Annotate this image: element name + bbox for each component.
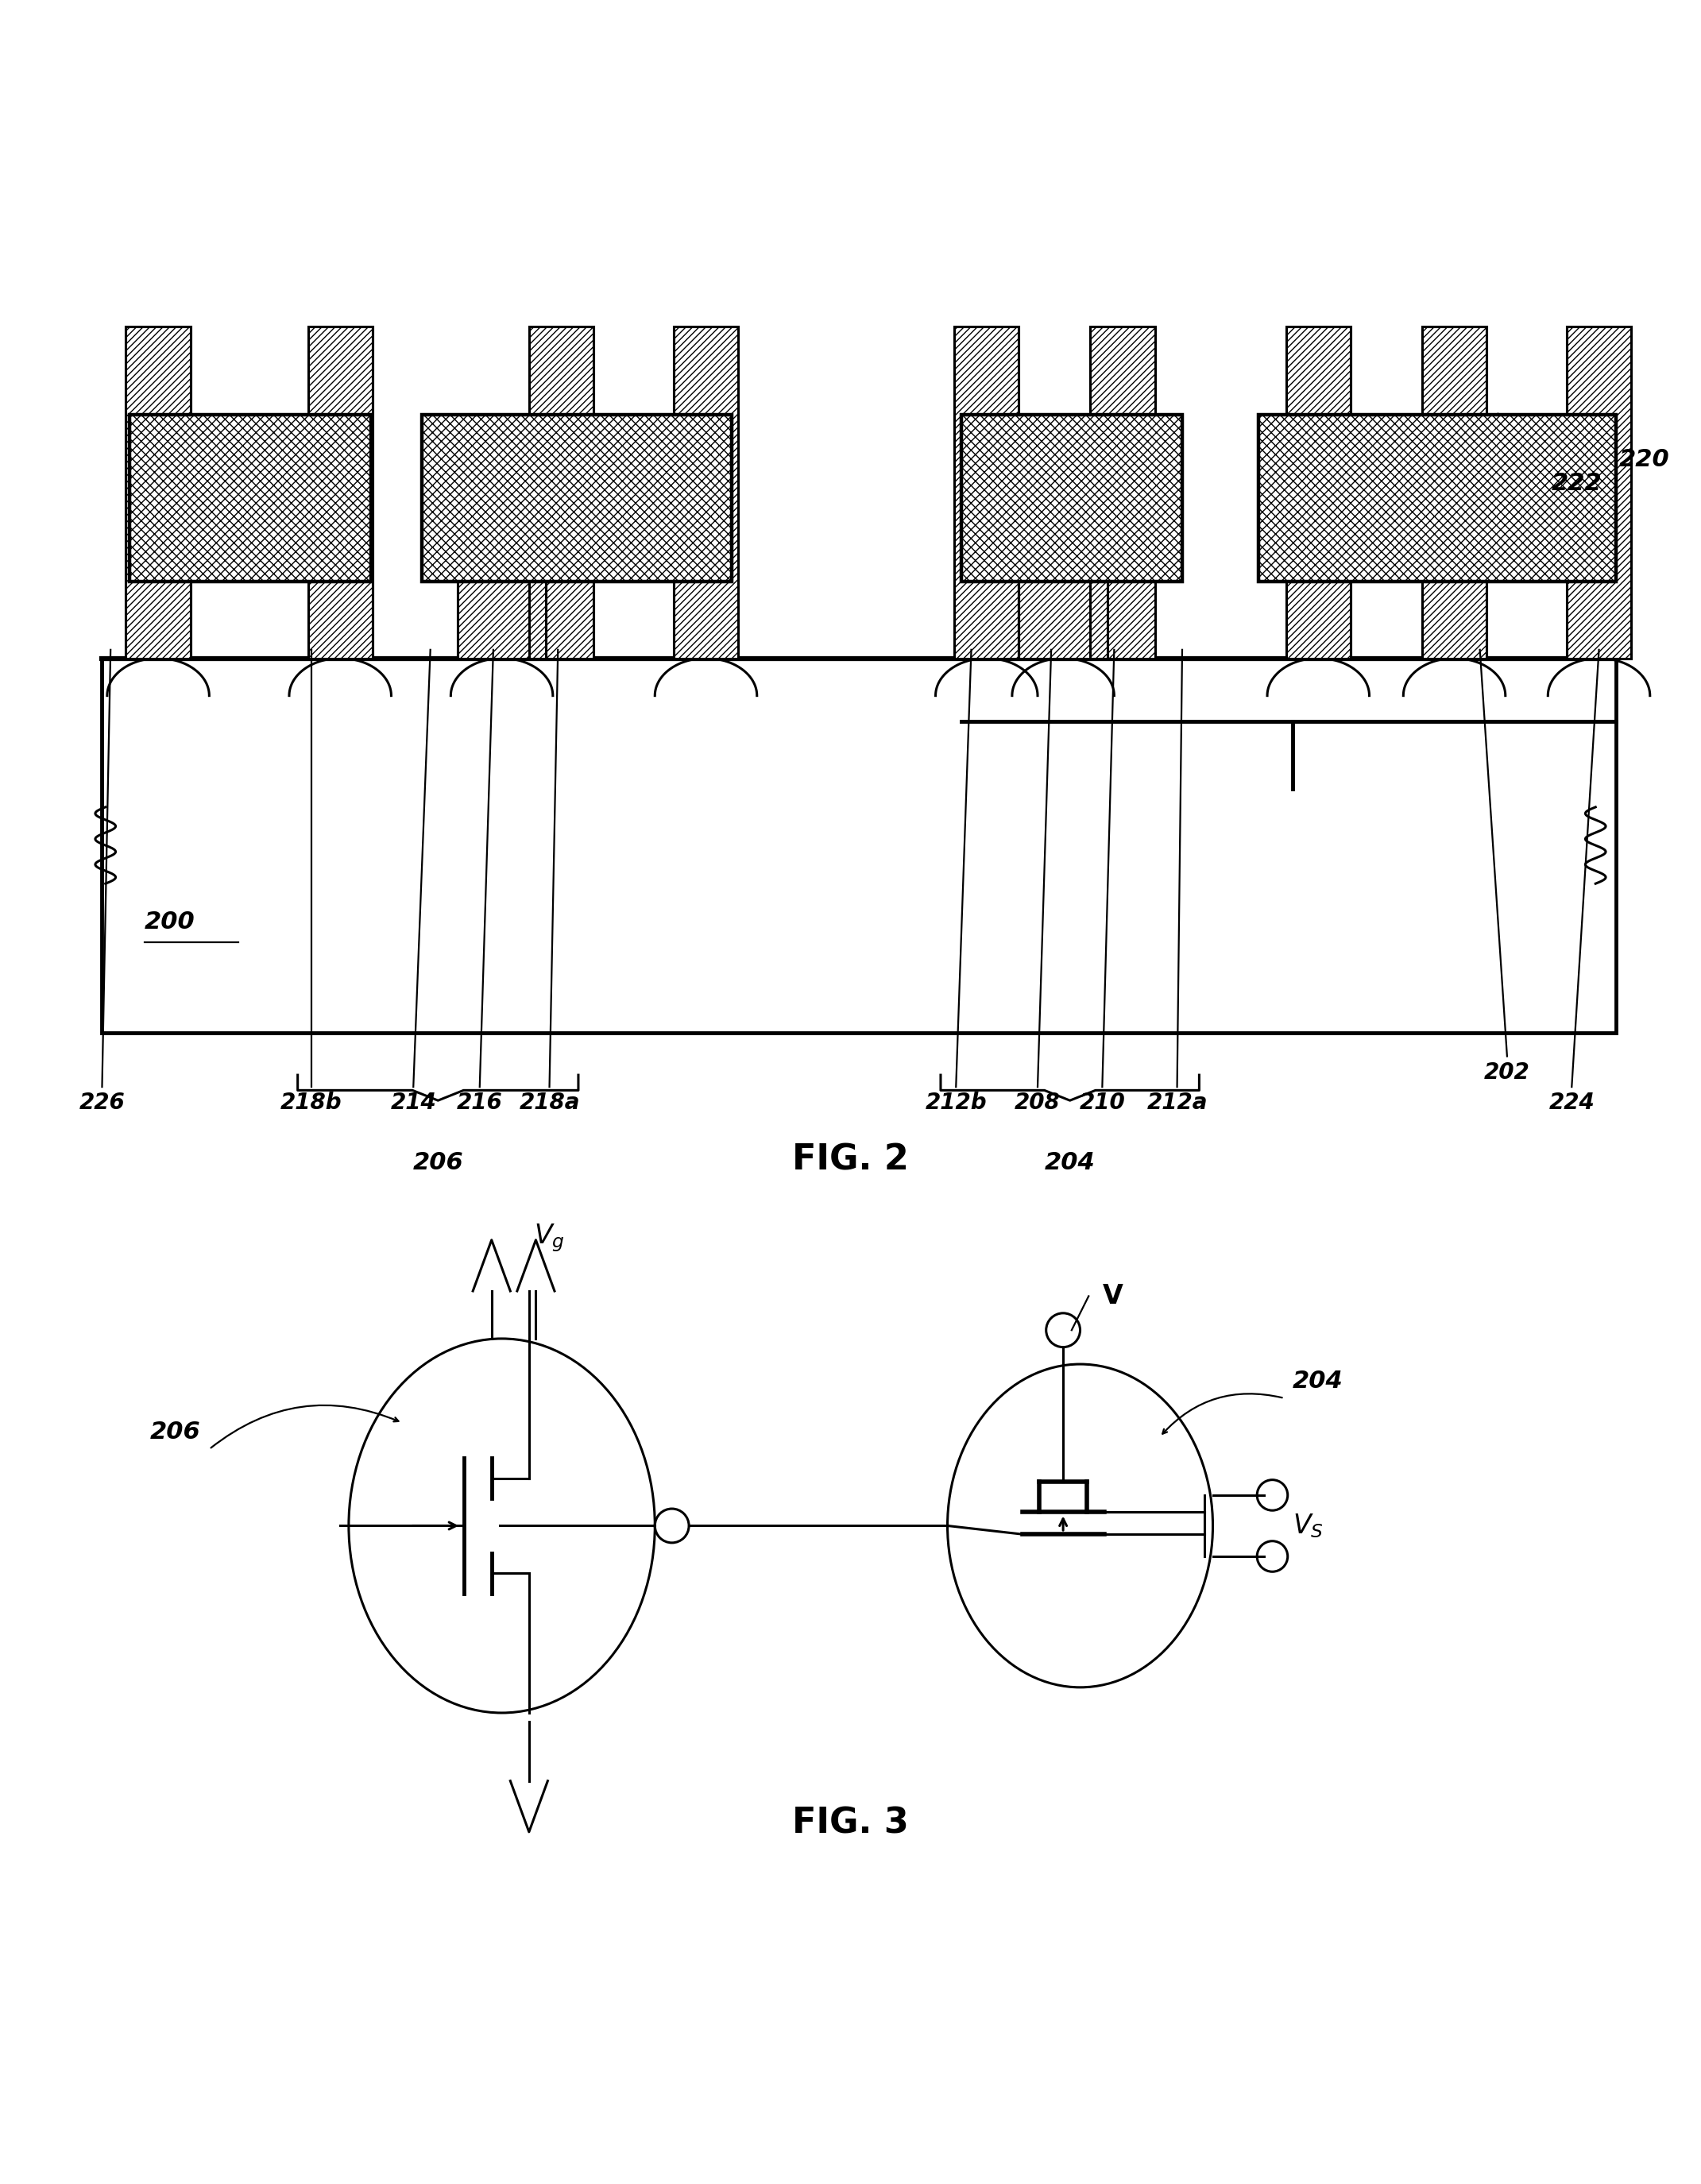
Bar <box>1286 328 1351 657</box>
Text: 216: 216 <box>458 1092 502 1114</box>
Bar <box>1019 561 1107 657</box>
Bar <box>126 328 191 657</box>
Text: 204: 204 <box>1293 1369 1344 1393</box>
Bar <box>1019 561 1107 657</box>
Text: 210: 210 <box>1080 1092 1124 1114</box>
Text: FIG. 3: FIG. 3 <box>793 1806 908 1841</box>
Text: 206: 206 <box>413 1151 463 1175</box>
Bar <box>1422 328 1487 657</box>
Bar <box>1259 415 1616 581</box>
Text: 202: 202 <box>1485 1061 1529 1083</box>
Bar <box>308 328 373 657</box>
Text: 222: 222 <box>1551 472 1602 494</box>
Bar <box>129 415 371 581</box>
Text: 200: 200 <box>145 911 196 933</box>
Bar <box>1259 415 1616 581</box>
Bar <box>674 328 738 657</box>
Text: 218b: 218b <box>281 1092 342 1114</box>
Bar <box>954 328 1019 657</box>
Bar <box>961 415 1182 581</box>
Bar <box>129 415 371 581</box>
Bar <box>1567 328 1631 657</box>
Bar <box>126 328 191 657</box>
Bar <box>458 561 546 657</box>
Bar <box>458 529 546 561</box>
Bar <box>1567 328 1631 657</box>
Bar <box>1019 529 1107 561</box>
Text: 204: 204 <box>1044 1151 1095 1175</box>
Bar <box>308 328 373 657</box>
Text: 212a: 212a <box>1146 1092 1208 1114</box>
Text: 226: 226 <box>80 1092 124 1114</box>
Text: $\mathit{V}_S$: $\mathit{V}_S$ <box>1293 1511 1323 1540</box>
Bar <box>961 415 1182 581</box>
Text: FIG. 2: FIG. 2 <box>793 1142 908 1177</box>
Bar <box>1286 328 1351 657</box>
Text: 214: 214 <box>391 1092 435 1114</box>
Bar <box>1422 328 1487 657</box>
Bar <box>529 328 594 657</box>
Bar <box>1090 328 1155 657</box>
Text: 218a: 218a <box>519 1092 580 1114</box>
Bar <box>954 328 1019 657</box>
Bar <box>674 328 738 657</box>
Bar <box>1090 328 1155 657</box>
Text: 206: 206 <box>150 1420 201 1444</box>
Text: $\mathit{V}_g$: $\mathit{V}_g$ <box>534 1223 565 1254</box>
Bar <box>458 561 546 657</box>
Text: 224: 224 <box>1550 1092 1594 1114</box>
Bar <box>422 415 731 581</box>
Text: 220: 220 <box>1619 448 1670 472</box>
Text: V: V <box>1102 1282 1123 1308</box>
Bar <box>102 657 1616 1033</box>
Bar <box>422 415 731 581</box>
Text: 208: 208 <box>1015 1092 1060 1114</box>
Text: 212b: 212b <box>925 1092 987 1114</box>
Bar <box>529 328 594 657</box>
